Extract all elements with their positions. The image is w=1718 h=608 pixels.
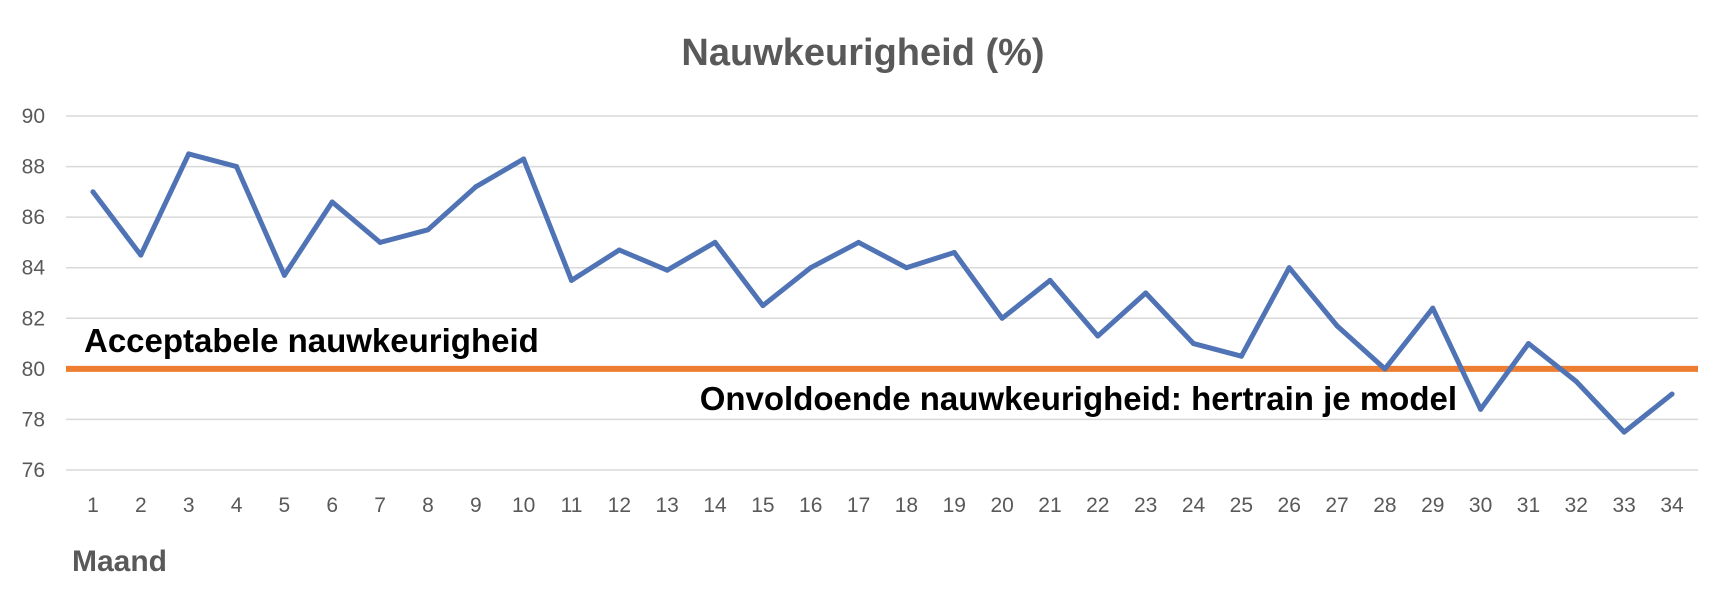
y-tick-label: 80: [22, 358, 45, 381]
data-point: [616, 247, 622, 253]
x-tick-label: 8: [422, 494, 434, 517]
x-tick-label: 25: [1230, 494, 1253, 517]
data-point: [234, 164, 240, 170]
x-tick-label: 18: [895, 494, 918, 517]
x-axis-tick-labels: 1 2 3 4 5 6 7 8 9 10 11 12 13 14 15 16 17 18 19 20 21 22 23 24 2…: [87, 494, 1684, 517]
data-point: [568, 277, 574, 283]
data-point: [329, 199, 335, 205]
data-point: [1095, 333, 1101, 339]
x-tick-label: 20: [990, 494, 1013, 517]
y-tick-label: 90: [22, 105, 45, 128]
x-tick-label: 2: [135, 494, 147, 517]
series-line-0: [90, 151, 1675, 435]
y-axis-tick-labels: 76 78 80 82 84 86 88 90: [22, 105, 46, 482]
x-tick-label: 26: [1278, 494, 1301, 517]
data-point: [1573, 379, 1579, 384]
data-point: [1143, 290, 1149, 296]
data-point: [473, 184, 479, 190]
data-point: [1478, 406, 1484, 412]
data-point: [1621, 429, 1627, 435]
x-tick-label: 24: [1182, 494, 1206, 517]
x-tick-label: 17: [847, 494, 870, 517]
x-tick-label: 30: [1469, 494, 1492, 517]
data-point: [1669, 391, 1675, 397]
data-point: [999, 315, 1005, 321]
x-tick-label: 23: [1134, 494, 1157, 517]
data-point: [1047, 277, 1053, 283]
data-point: [377, 239, 383, 245]
x-tick-label: 11: [561, 494, 583, 517]
data-point: [951, 250, 957, 256]
x-tick-label: 9: [470, 494, 482, 517]
y-tick-label: 82: [22, 307, 45, 330]
data-point: [808, 265, 814, 271]
x-tick-label: 16: [799, 494, 822, 517]
series-layer: [90, 151, 1675, 435]
x-tick-label: 7: [374, 494, 386, 517]
data-point: [1238, 353, 1244, 359]
data-point: [1382, 366, 1388, 372]
x-tick-label: 6: [326, 494, 338, 517]
x-tick-label: 3: [183, 494, 195, 517]
x-tick-label: 29: [1421, 494, 1444, 517]
data-point: [856, 239, 862, 245]
x-tick-label: 32: [1565, 494, 1588, 517]
x-tick-label: 15: [751, 494, 774, 517]
y-tick-label: 76: [22, 459, 45, 482]
x-tick-label: 21: [1038, 494, 1061, 517]
x-tick-label: 13: [656, 494, 679, 517]
x-tick-label: 28: [1373, 494, 1396, 517]
x-tick-label: 27: [1325, 494, 1348, 517]
data-point: [186, 151, 192, 157]
x-tick-label: 22: [1086, 494, 1109, 517]
x-tick-label: 14: [703, 494, 727, 517]
data-point: [1525, 341, 1531, 347]
data-point: [1286, 265, 1292, 271]
x-tick-label: 33: [1612, 494, 1635, 517]
y-tick-label: 78: [22, 408, 45, 431]
y-tick-label: 84: [22, 257, 46, 280]
x-tick-label: 4: [231, 494, 243, 517]
x-axis-label: Maand: [72, 545, 167, 578]
data-point: [90, 189, 96, 195]
data-point: [664, 267, 670, 273]
annotation-acceptable: Acceptabele nauwkeurigheid: [84, 322, 539, 359]
x-tick-label: 31: [1517, 494, 1540, 517]
chart-title: Nauwkeurigheid (%): [681, 32, 1044, 74]
annotation-insufficient: Onvoldoende nauwkeurigheid: hertrain je …: [700, 380, 1457, 417]
x-tick-label: 19: [943, 494, 966, 517]
x-tick-label: 1: [87, 494, 99, 517]
data-point: [138, 252, 144, 258]
data-point: [281, 272, 287, 278]
data-point: [1191, 341, 1197, 347]
x-tick-label: 10: [512, 494, 535, 517]
data-point: [1430, 305, 1436, 311]
data-point: [712, 239, 718, 245]
data-point: [521, 156, 527, 162]
y-tick-label: 86: [22, 206, 45, 229]
x-tick-label: 34: [1660, 494, 1684, 517]
y-tick-label: 88: [22, 156, 45, 179]
data-point: [903, 265, 909, 271]
x-tick-label: 12: [608, 494, 631, 517]
x-tick-label: 5: [279, 494, 291, 517]
data-point: [760, 303, 766, 309]
data-point: [1334, 323, 1340, 329]
data-point: [425, 227, 431, 233]
